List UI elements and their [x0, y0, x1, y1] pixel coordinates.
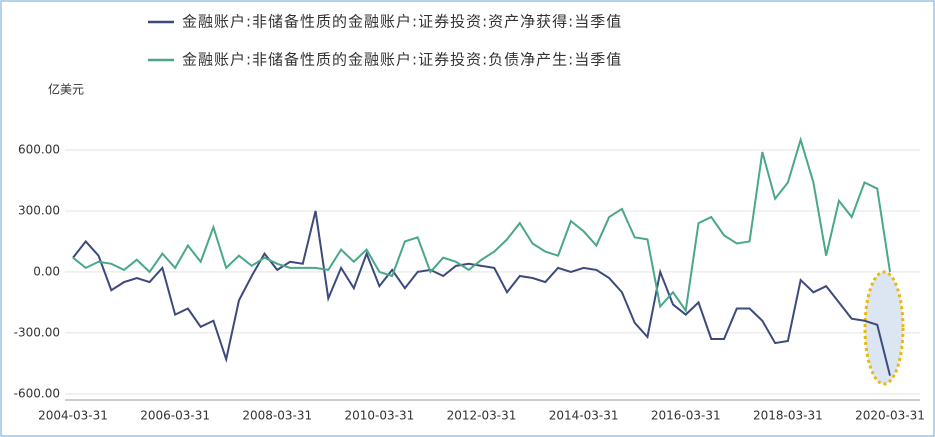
y-tick-label: 300.00: [18, 203, 60, 217]
x-tick-label: 2018-03-31: [753, 409, 823, 423]
legend-label: 金融账户:非储备性质的金融账户:证券投资:资产净获得:当季值: [182, 13, 622, 31]
highlight: [863, 270, 905, 386]
y-tick-label: -600.00: [14, 386, 60, 400]
y-tick-label: -300.00: [14, 325, 60, 339]
x-tick-label: 2014-03-31: [549, 409, 619, 423]
series-line: [72, 136, 891, 314]
x-tick-label: 2008-03-31: [242, 409, 312, 423]
x-tick-label: 2006-03-31: [140, 409, 210, 423]
x-tick-label: 2016-03-31: [651, 409, 721, 423]
x-tick-label: 2004-03-31: [38, 409, 108, 423]
legend-label: 金融账户:非储备性质的金融账户:证券投资:负债净产生:当季值: [182, 51, 622, 69]
y-tick-label: 600.00: [18, 142, 60, 156]
x-tick-label: 2012-03-31: [447, 409, 517, 423]
y-tick-label: 0.00: [33, 264, 60, 278]
series-line: [72, 210, 891, 376]
x-tick-label: 2020-03-31: [855, 409, 925, 423]
unit-label: 亿美元: [48, 82, 84, 97]
x-tick-label: 2010-03-31: [345, 409, 415, 423]
